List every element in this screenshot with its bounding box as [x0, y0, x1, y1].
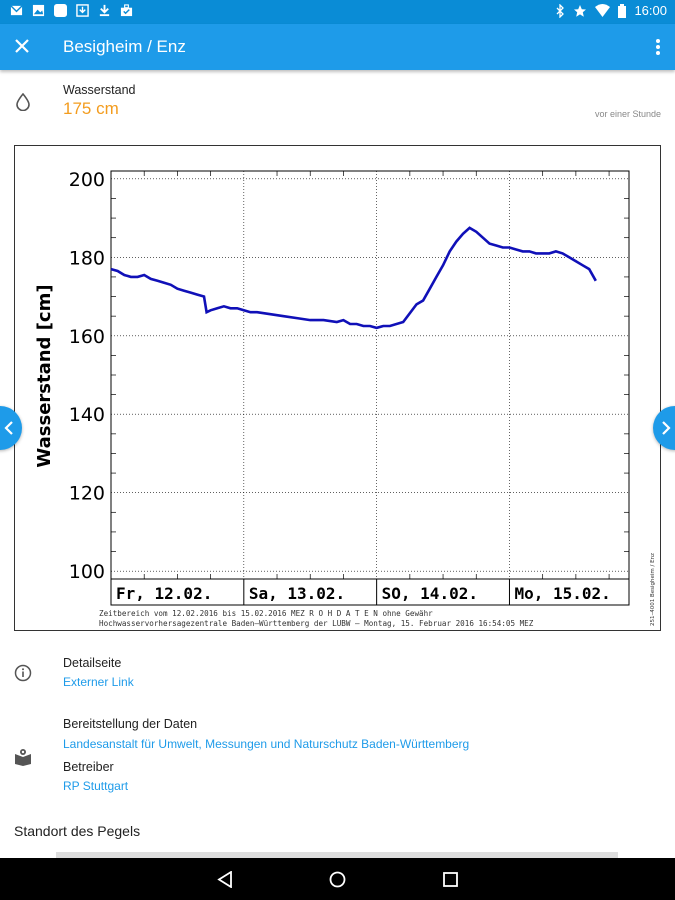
- chart-series-line: [110, 226, 597, 330]
- chart-xtick-label: SO, 14.02.: [382, 584, 478, 603]
- chart-footer-line2: Hochwasservorhersagezentrale Baden–Württ…: [99, 619, 534, 628]
- status-bar: 16:00: [0, 0, 675, 24]
- chart-ytick-label: 120: [69, 483, 105, 505]
- info-icon: [14, 664, 32, 682]
- mail-icon: [10, 5, 23, 16]
- chart-footer-line1: Zeitbereich vom 12.02.2016 bis 15.02.201…: [99, 609, 433, 618]
- chart-xtick-label: Sa, 13.02.: [249, 584, 345, 603]
- water-level-timestamp: vor einer Stunde: [594, 109, 661, 119]
- system-nav-bar: [0, 858, 675, 900]
- wifi-icon: [595, 4, 611, 17]
- chart-svg: 200 180 160 140 120 100 Wasserstand [cm] Fr, …: [34, 169, 656, 628]
- map-book-icon: [15, 749, 31, 766]
- star-icon: [574, 4, 587, 17]
- chart-xtick-label: Fr, 12.02.: [116, 584, 212, 603]
- water-level-value: 175 cm: [63, 99, 119, 118]
- page-title: Besigheim / Enz: [63, 37, 186, 56]
- chart-ytick-label: 200: [69, 169, 105, 191]
- chart-ytick-label: 100: [69, 561, 105, 583]
- location-title: Standort des Pegels: [14, 823, 141, 839]
- blank-icon: [54, 4, 67, 17]
- battery-icon: [618, 3, 627, 18]
- chart-ytick-label: 140: [69, 404, 105, 426]
- app-bar: Besigheim / Enz: [0, 24, 675, 70]
- download-icon: [99, 4, 110, 17]
- data-provision-label: Bereitstellung der Daten: [63, 717, 198, 731]
- back-icon[interactable]: [217, 871, 233, 888]
- chevron-right-icon: [662, 421, 671, 435]
- detail-link[interactable]: Externer Link: [63, 675, 134, 689]
- prev-button[interactable]: [0, 406, 22, 450]
- water-drop-icon: [16, 93, 30, 111]
- chart-side-note: 251–4001 Besigheim / Enz: [650, 553, 656, 626]
- chart-ytick-label: 180: [69, 247, 105, 269]
- recents-icon[interactable]: [443, 872, 458, 887]
- location-map[interactable]: [56, 852, 618, 858]
- image-icon: [32, 4, 45, 17]
- detail-label: Detailseite: [63, 656, 122, 670]
- chart-ytick-label: 160: [69, 326, 105, 348]
- bluetooth-icon: [556, 3, 565, 18]
- briefcase-check-icon: [120, 4, 133, 17]
- water-level-label: Wasserstand: [63, 83, 136, 97]
- close-icon[interactable]: [12, 36, 32, 56]
- chevron-left-icon: [4, 421, 13, 435]
- status-time: 16:00: [634, 3, 667, 18]
- chart-xlabel-band: [110, 578, 630, 606]
- download-box-icon: [76, 4, 89, 17]
- chart-xtick-label: Mo, 15.02.: [514, 584, 610, 603]
- chart-ylabel: Wasserstand [cm]: [34, 284, 55, 467]
- water-level-chart: 200 180 160 140 120 100 Wasserstand [cm] Fr, …: [14, 145, 661, 631]
- operator-label: Betreiber: [63, 760, 114, 774]
- data-provision-link[interactable]: Landesanstalt für Umwelt, Messungen und …: [63, 737, 470, 751]
- home-icon[interactable]: [329, 871, 346, 888]
- next-button[interactable]: [653, 406, 675, 450]
- more-vert-icon[interactable]: [655, 38, 661, 56]
- operator-link[interactable]: RP Stuttgart: [63, 779, 129, 793]
